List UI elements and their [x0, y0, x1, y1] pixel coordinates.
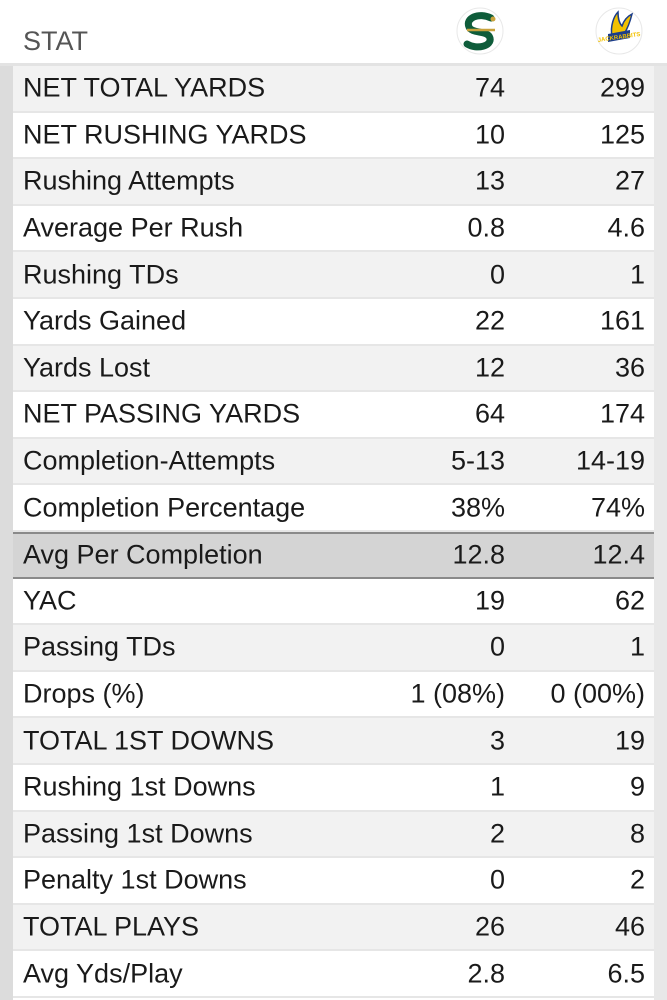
away-value: 36 [614, 352, 645, 383]
table-row[interactable]: NET PASSING YARDS 64 174 [13, 392, 654, 439]
home-value: 12 [474, 352, 505, 383]
stat-name: Avg Yds/Play [23, 958, 183, 989]
home-value: 10 [474, 119, 505, 150]
jackrabbits-logo-text: JACKRABBITS [597, 32, 640, 44]
stat-name: Rushing TDs [23, 259, 179, 290]
away-value: 12.4 [592, 539, 645, 570]
away-value: 2 [629, 864, 645, 895]
stat-name: Passing TDs [23, 631, 176, 662]
home-value: 0.8 [467, 212, 505, 243]
table-row[interactable]: Completion-Attempts 5-13 14-19 [13, 438, 654, 486]
table-header: STAT JACKRABBITS [0, 0, 667, 66]
home-value: 0 [489, 631, 505, 662]
left-gutter [0, 66, 13, 1000]
home-value: 13 [474, 165, 505, 196]
table-row[interactable]: Yards Gained 22 161 [13, 298, 654, 346]
table-row[interactable]: Completion Percentage 38% 74% [13, 485, 654, 532]
stat-name: Rushing Attempts [23, 165, 235, 196]
stat-name: Average Per Rush [23, 212, 244, 243]
home-value: 38% [450, 492, 505, 523]
stat-name: Rushing 1st Downs [23, 771, 256, 802]
home-value: 3 [489, 725, 505, 756]
stat-name: Avg Per Completion [23, 539, 263, 570]
away-value: 299 [599, 72, 645, 103]
table-row[interactable]: Average Per Rush 0.8 4.6 [13, 205, 654, 253]
table-row[interactable]: Drops (%) 1 (08%) 0 (00%) [13, 671, 654, 719]
table-row[interactable]: TOTAL 1ST DOWNS 3 19 [13, 718, 654, 765]
table-row[interactable]: Rushing Attempts 13 27 [13, 159, 654, 206]
home-value: 0 [489, 864, 505, 895]
stat-name: Passing 1st Downs [23, 818, 253, 849]
home-value: 2.8 [467, 958, 505, 989]
home-value: 26 [474, 911, 505, 942]
stat-column-header: STAT [23, 26, 88, 56]
stat-name: NET PASSING YARDS [23, 398, 301, 429]
table-row[interactable]: Passing 1st Downs 2 8 [13, 811, 654, 859]
table-row[interactable]: Yards Lost 12 36 [13, 345, 654, 393]
stat-name: Yards Lost [23, 352, 151, 383]
table-row[interactable]: YAC 19 62 [13, 578, 654, 626]
home-value: 2 [489, 818, 505, 849]
away-value: 4.6 [607, 212, 645, 243]
stat-name: Completion-Attempts [23, 445, 276, 476]
away-value: 125 [599, 119, 645, 150]
away-value: 6.5 [607, 958, 645, 989]
home-value: 5-13 [450, 445, 505, 476]
right-gutter [654, 66, 667, 1000]
sacramento-state-hornets-logo-icon [456, 7, 504, 55]
south-dakota-state-jackrabbits-logo-icon: JACKRABBITS [595, 7, 643, 55]
home-value: 1 (08%) [410, 678, 505, 709]
away-value: 8 [629, 818, 645, 849]
away-value: 19 [614, 725, 645, 756]
away-value: 74% [590, 492, 645, 523]
away-value: 0 (00%) [550, 678, 645, 709]
away-value: 161 [599, 305, 645, 336]
home-value: 0 [489, 259, 505, 290]
stat-name: TOTAL 1ST DOWNS [23, 725, 275, 756]
stat-name: Yards Gained [23, 305, 187, 336]
table-row[interactable]: Rushing 1st Downs 1 9 [13, 764, 654, 812]
table-row[interactable]: Avg Yds/Play 2.8 6.5 [13, 951, 654, 998]
away-value: 62 [614, 585, 645, 616]
stat-name: Completion Percentage [23, 492, 306, 523]
home-value: 12.8 [452, 539, 505, 570]
stats-rows: NET TOTAL YARDS 74 299 NET RUSHING YARDS 10 1… [13, 66, 654, 998]
home-value: 1 [489, 771, 505, 802]
home-value: 74 [474, 72, 505, 103]
table-row[interactable]: NET TOTAL YARDS 74 299 [13, 66, 654, 113]
away-value: 46 [614, 911, 645, 942]
stat-name: Penalty 1st Downs [23, 864, 247, 895]
away-value: 1 [629, 631, 645, 662]
away-value: 1 [629, 259, 645, 290]
home-value: 19 [474, 585, 505, 616]
away-value: 9 [629, 771, 645, 802]
away-value: 27 [614, 165, 645, 196]
table-row[interactable]: NET RUSHING YARDS 10 125 [13, 112, 654, 160]
table-row[interactable]: Avg Per Completion 12.8 12.4 [13, 531, 654, 579]
home-value: 22 [474, 305, 505, 336]
table-row[interactable]: Passing TDs 0 1 [13, 625, 654, 672]
stat-name: TOTAL PLAYS [23, 911, 200, 942]
stat-name: NET TOTAL YARDS [23, 72, 266, 103]
away-value: 14-19 [575, 445, 645, 476]
home-value: 64 [474, 398, 505, 429]
away-value: 174 [599, 398, 645, 429]
stat-name: Drops (%) [23, 678, 145, 709]
table-row[interactable]: Penalty 1st Downs 0 2 [13, 858, 654, 905]
table-row[interactable]: Rushing TDs 0 1 [13, 252, 654, 299]
table-row[interactable]: TOTAL PLAYS 26 46 [13, 904, 654, 952]
stat-name: YAC [23, 585, 77, 616]
stat-name: NET RUSHING YARDS [23, 119, 307, 150]
